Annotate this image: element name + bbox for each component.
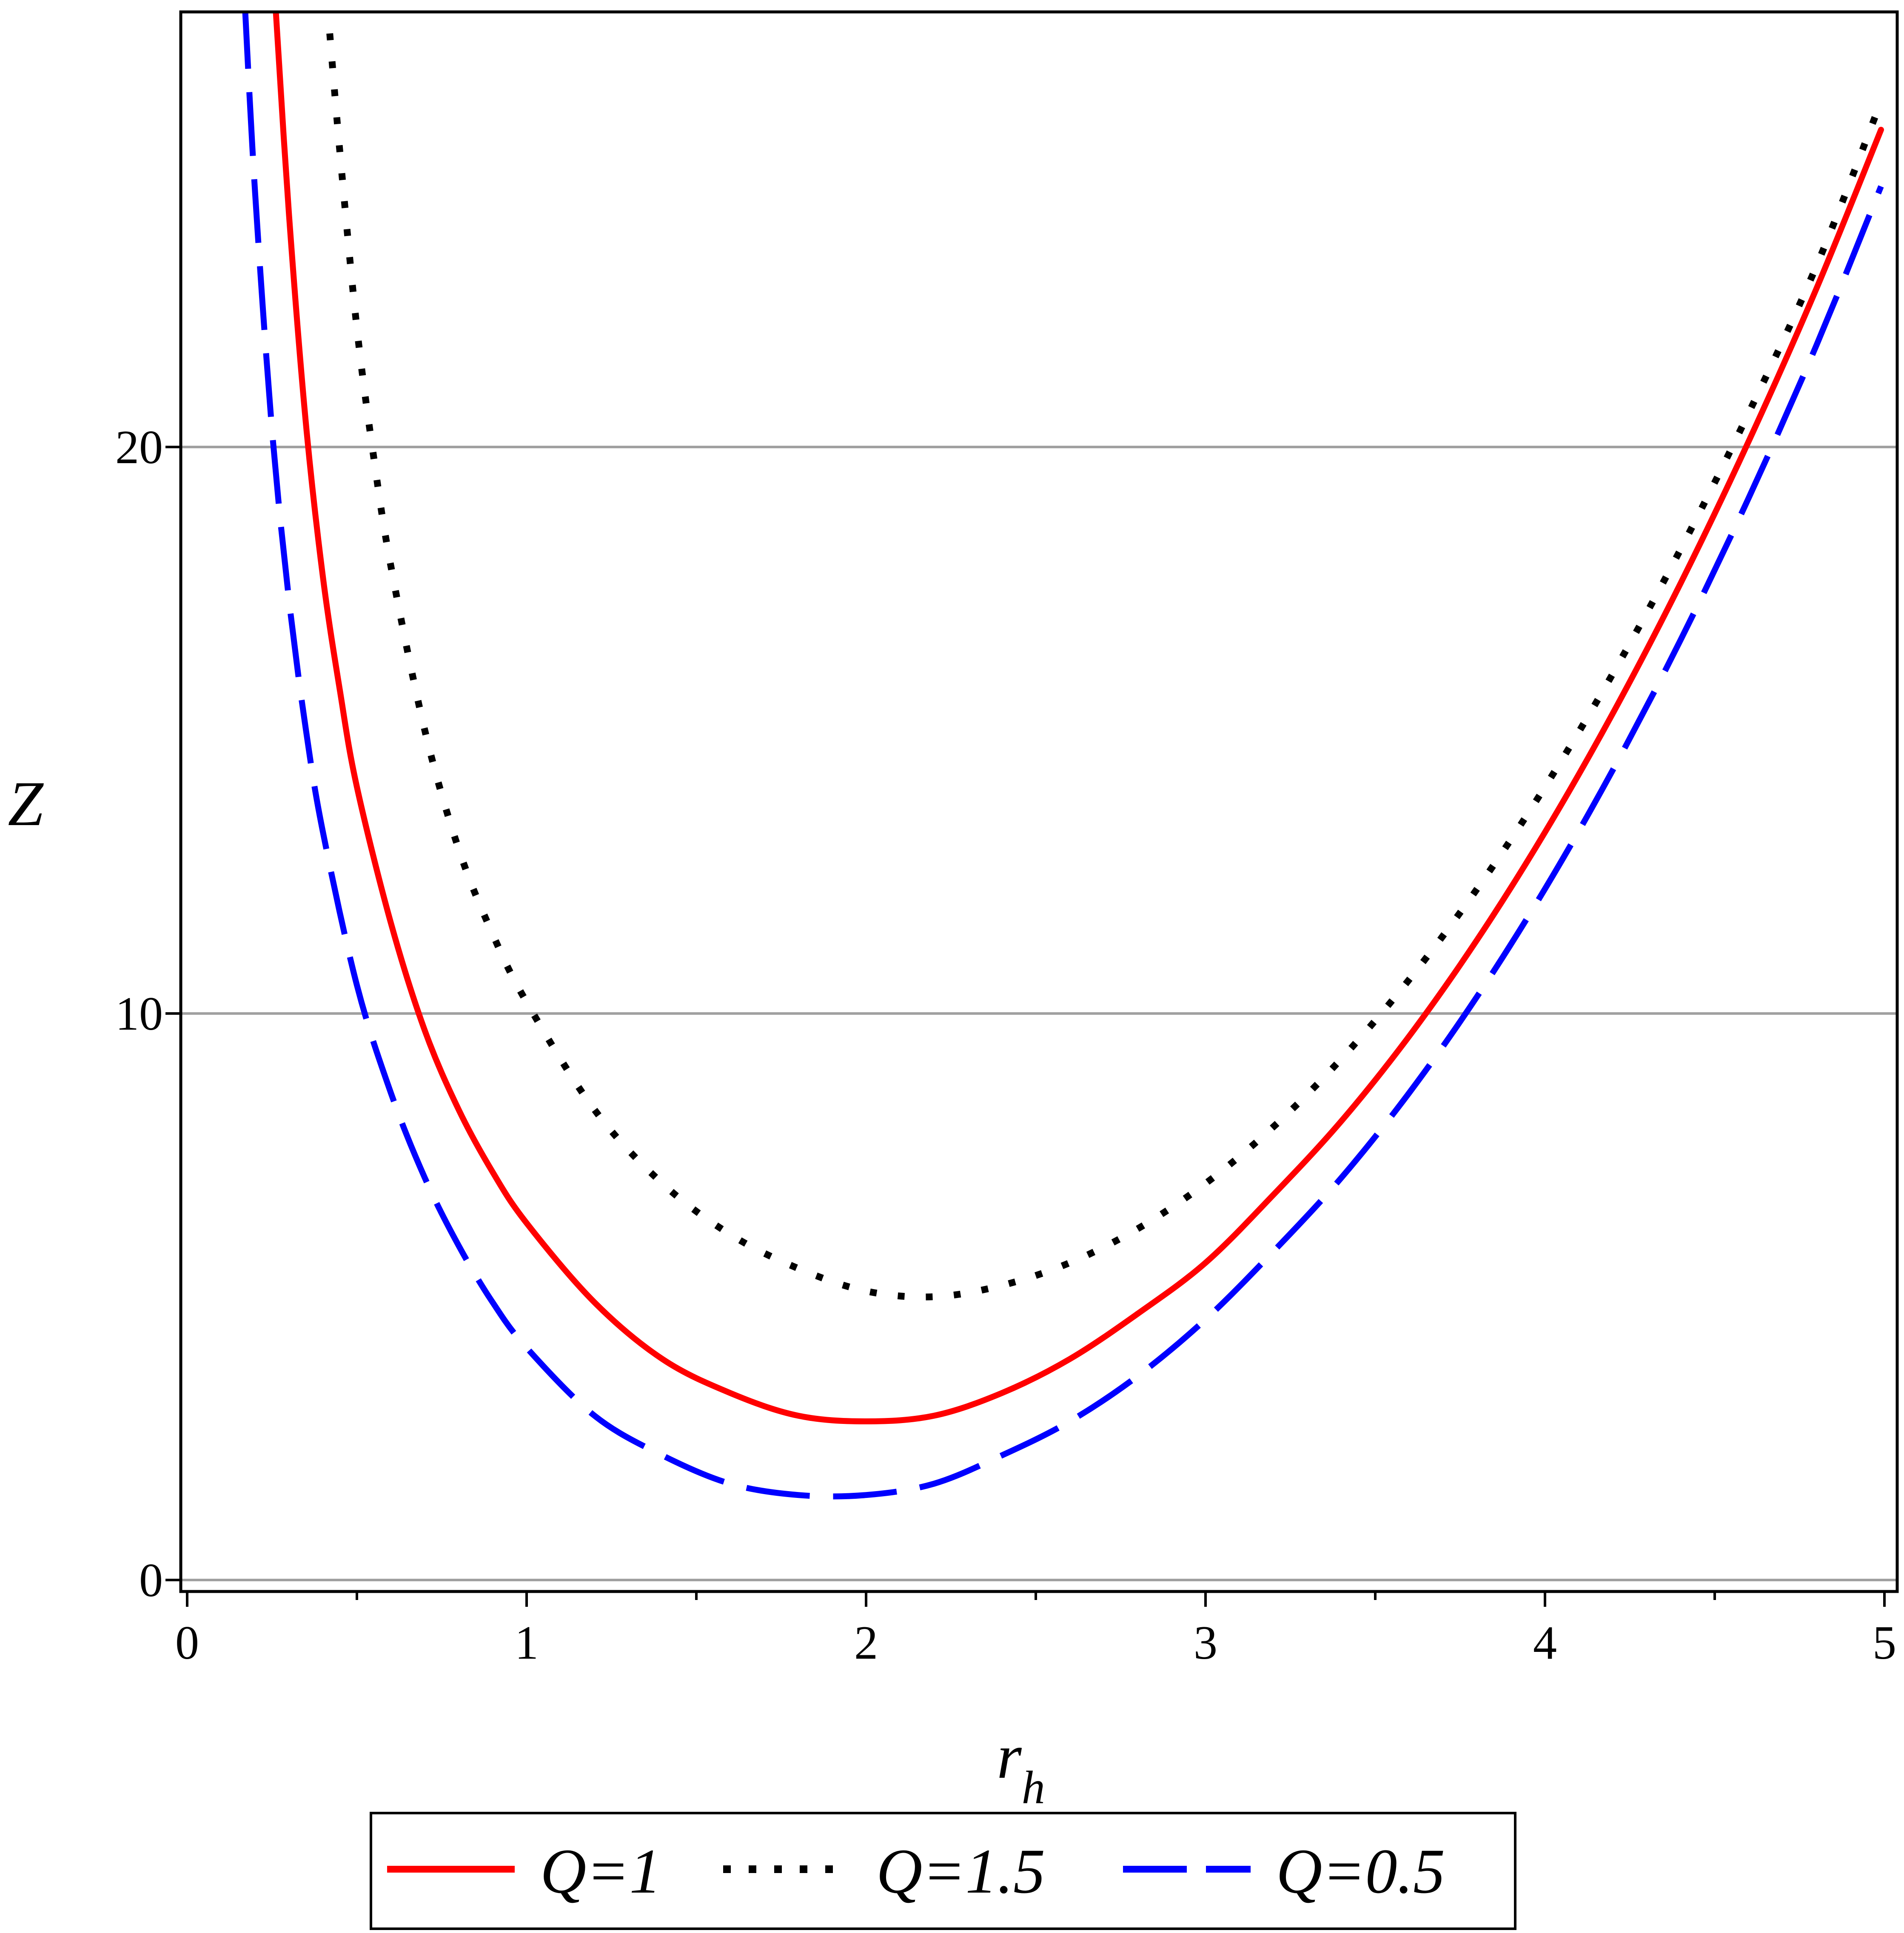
- gridlines: [181, 446, 1897, 1581]
- tick-labels: 0 1 2 3 4 5 0 10 20: [115, 421, 1896, 1669]
- axis-ticks: [165, 446, 1886, 1607]
- legend: Q=1 Q=1.5 Q=0.5: [370, 1812, 1516, 1930]
- x-tick-label: 0: [175, 1617, 199, 1669]
- legend-label: Q=0.5: [1276, 1836, 1445, 1907]
- series-line-q-1: [273, 12, 1884, 1424]
- y-tick-label: 10: [115, 988, 163, 1040]
- x-tick-label: 5: [1873, 1617, 1896, 1669]
- x-tick-label: 2: [854, 1617, 878, 1669]
- x-axis-label: rh: [997, 1721, 1045, 1813]
- x-tick-label: 3: [1194, 1617, 1217, 1669]
- series-line-q-1-5: [326, 33, 1884, 1301]
- legend-label: Q=1.5: [876, 1836, 1045, 1907]
- x-tick-label: 1: [515, 1617, 539, 1669]
- y-axis-label: Z: [8, 769, 44, 839]
- x-axis-label-subscript: h: [1022, 1762, 1045, 1813]
- plot-frame: [179, 10, 1899, 1593]
- x-axis-label-main: r: [997, 1721, 1022, 1792]
- series-line-q-0-5: [242, 12, 1884, 1500]
- legend-label: Q=1: [540, 1836, 661, 1907]
- y-tick-label: 0: [139, 1554, 163, 1607]
- x-tick-label: 4: [1533, 1617, 1557, 1669]
- legend-box: [370, 1812, 1516, 1930]
- series-lines: [242, 12, 1884, 1500]
- y-tick-label: 20: [115, 421, 163, 474]
